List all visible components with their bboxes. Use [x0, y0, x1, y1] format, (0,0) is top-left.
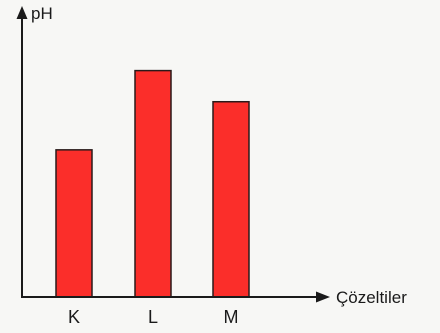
bar-l — [134, 69, 172, 298]
bar-m — [212, 100, 250, 298]
bars-group — [55, 69, 250, 298]
x-tick-label-l: L — [148, 307, 158, 327]
x-axis-label: Çözeltiler — [336, 288, 407, 307]
tick-labels-group: K L M — [68, 307, 239, 327]
y-axis-arrow-icon — [16, 6, 28, 19]
x-axis-arrow-icon — [316, 291, 330, 303]
x-tick-label-m: M — [224, 307, 239, 327]
bar-k — [55, 149, 93, 298]
x-tick-label-k: K — [68, 307, 80, 327]
y-axis-label: pH — [31, 4, 53, 23]
